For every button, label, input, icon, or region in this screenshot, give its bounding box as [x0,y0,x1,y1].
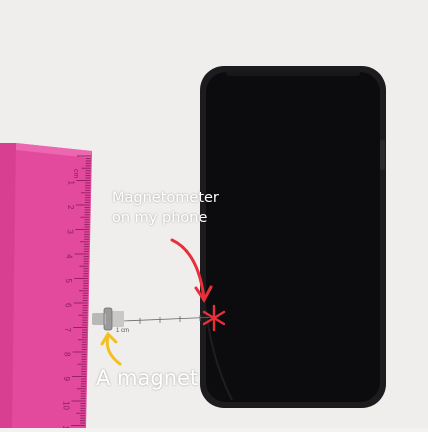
ruler-number: 5 [64,279,73,284]
yellow-arrow [100,331,122,366]
ruler-number: 1 [66,181,75,186]
ruler-number: 4 [65,254,74,259]
red-arrow [170,238,213,303]
magnetometer-label: Magnetometer on my phone [112,188,219,228]
ruler-number: 7 [63,328,72,333]
ruler-number: 9 [62,377,71,382]
measuring-line [121,316,219,322]
magnet: 1 cm [92,307,129,334]
ruler-number: 6 [64,303,73,308]
ruler-number: 10 [62,401,71,410]
phone-screen [206,72,380,402]
phone [200,66,386,408]
magnetometer-marker [202,304,226,332]
ruler-number: 3 [65,230,74,235]
ruler-unit: cm [72,169,79,179]
ruler: 1234567891011 cm [0,143,92,432]
magnet-tag: 1 cm [116,328,129,334]
phone-side-button [380,140,385,170]
ruler-ticks [71,155,91,426]
ruler-number: 2 [66,205,75,210]
magnet-label: A magnet [96,366,199,390]
magnetometer-label-line2: on my phone [112,210,208,226]
ruler-number: 8 [63,352,72,357]
magnetometer-label-line1: Magnetometer [112,190,219,206]
